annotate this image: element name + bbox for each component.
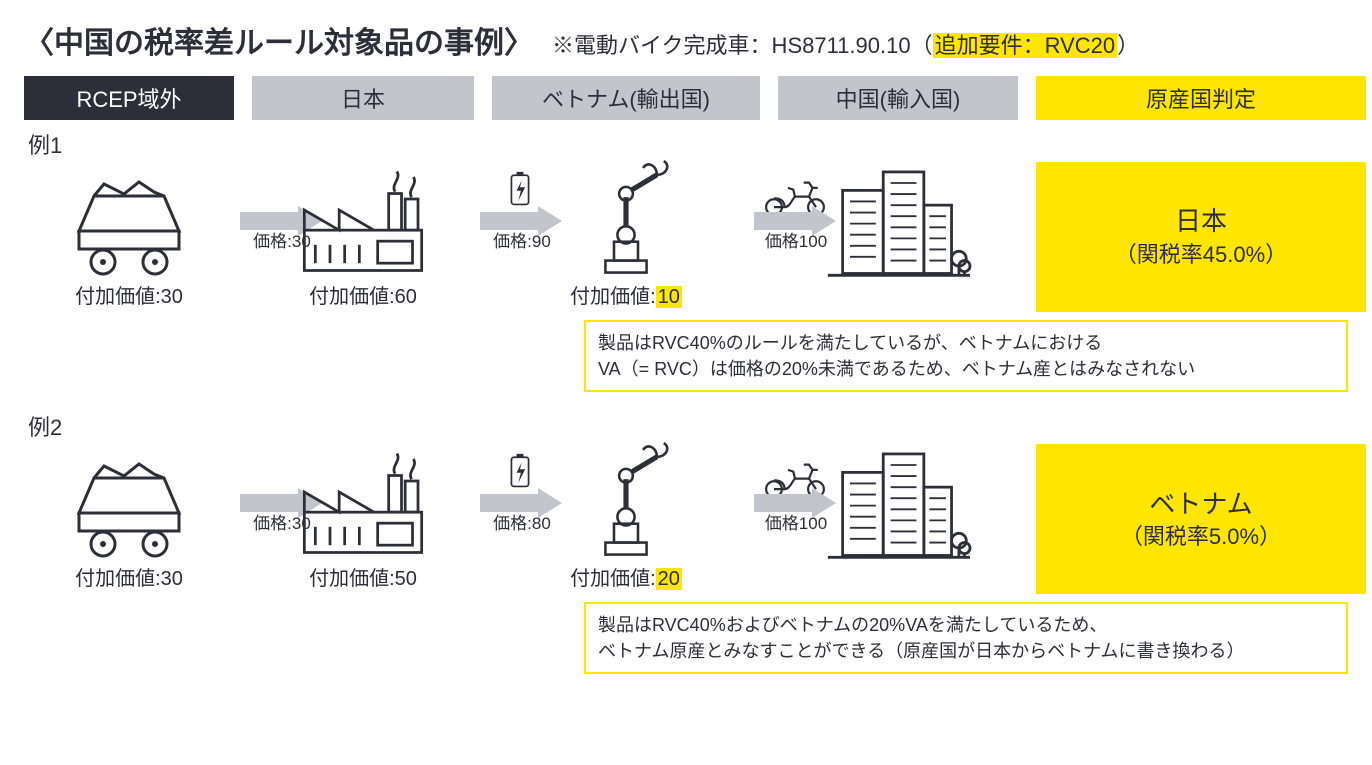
col-header-rcep: RCEP域外 xyxy=(24,76,234,120)
ex1-result: 日本 （関税率45.0%） xyxy=(1036,162,1366,312)
ex1-va1: 付加価値:30 xyxy=(75,280,183,309)
ex1-stage1: 付加価値:30 価格:30 xyxy=(24,166,234,309)
subtitle: ※電動バイク完成車：HS8711.90.10（追加要件：RVC20） xyxy=(552,28,1139,60)
ex1-result-country: 日本 xyxy=(1175,203,1227,239)
ex2-stage3: 付加価値:20 価格100 xyxy=(492,448,760,591)
ex1-stage2: 付加価値:60 価格:90 xyxy=(252,166,474,309)
factory-icon xyxy=(293,448,433,558)
ex2-label: 例2 xyxy=(28,410,1348,442)
ex1-stage4: - xyxy=(778,169,1018,306)
minecart-icon xyxy=(69,176,189,276)
col-header-china: 中国(輸入国) xyxy=(778,76,1018,120)
ex1-stage3: 付加価値:10 価格100 xyxy=(492,166,760,309)
ex1-va2: 付加価値:60 xyxy=(309,280,417,309)
factory-icon xyxy=(293,166,433,276)
robot-arm-icon xyxy=(571,156,681,276)
ex1-va3: 付加価値:10 xyxy=(570,280,682,309)
ex2-stage1: 付加価値:30 価格:30 xyxy=(24,448,234,591)
ex2-va3: 付加価値:20 xyxy=(570,562,682,591)
ex2-result-country: ベトナム xyxy=(1149,486,1252,522)
main-title: 〈中国の税率差ルール対象品の事例〉 xyxy=(24,18,534,62)
ex2-result: ベトナム （関税率5.0%） xyxy=(1036,444,1366,594)
ex2-note: 製品はRVC40%およびベトナムの20%VAを満たしているため、 ベトナム原産と… xyxy=(584,602,1348,674)
ex2-va1: 付加価値:30 xyxy=(75,562,183,591)
ex2-stage4: - xyxy=(778,451,1018,588)
minecart-icon xyxy=(69,458,189,558)
ex2-va2: 付加価値:50 xyxy=(309,562,417,591)
ex1-label: 例1 xyxy=(28,128,1348,160)
subtitle-highlight: 追加要件：RVC20 xyxy=(933,33,1118,58)
ex1-result-rate: （関税率45.0%） xyxy=(1115,240,1287,271)
ex2-result-rate: （関税率5.0%） xyxy=(1121,522,1281,553)
ex1-note: 製品はRVC40%のルールを満たしているが、ベトナムにおける VA（= RVC）… xyxy=(584,320,1348,392)
col-header-origin: 原産国判定 xyxy=(1036,76,1366,120)
col-header-japan: 日本 xyxy=(252,76,474,120)
subtitle-prefix: ※電動バイク完成車：HS8711.90.10（ xyxy=(552,33,933,58)
subtitle-suffix: ） xyxy=(1117,33,1139,58)
col-header-vietnam: ベトナム(輸出国) xyxy=(492,76,760,120)
robot-arm-icon xyxy=(571,438,681,558)
city-icon xyxy=(818,159,978,279)
city-icon xyxy=(818,441,978,561)
column-headers: RCEP域外 日本 ベトナム(輸出国) 中国(輸入国) 原産国判定 xyxy=(24,76,1348,120)
ex1-flow: 付加価値:30 価格:30 付加価値:60 価格:90 付加価値:10 価格10… xyxy=(24,162,1348,312)
ex2-stage2: 付加価値:50 価格:80 xyxy=(252,448,474,591)
ex2-flow: 付加価値:30 価格:30 付加価値:50 価格:80 付加価値:20 価格10… xyxy=(24,444,1348,594)
title-row: 〈中国の税率差ルール対象品の事例〉 ※電動バイク完成車：HS8711.90.10… xyxy=(24,18,1348,62)
